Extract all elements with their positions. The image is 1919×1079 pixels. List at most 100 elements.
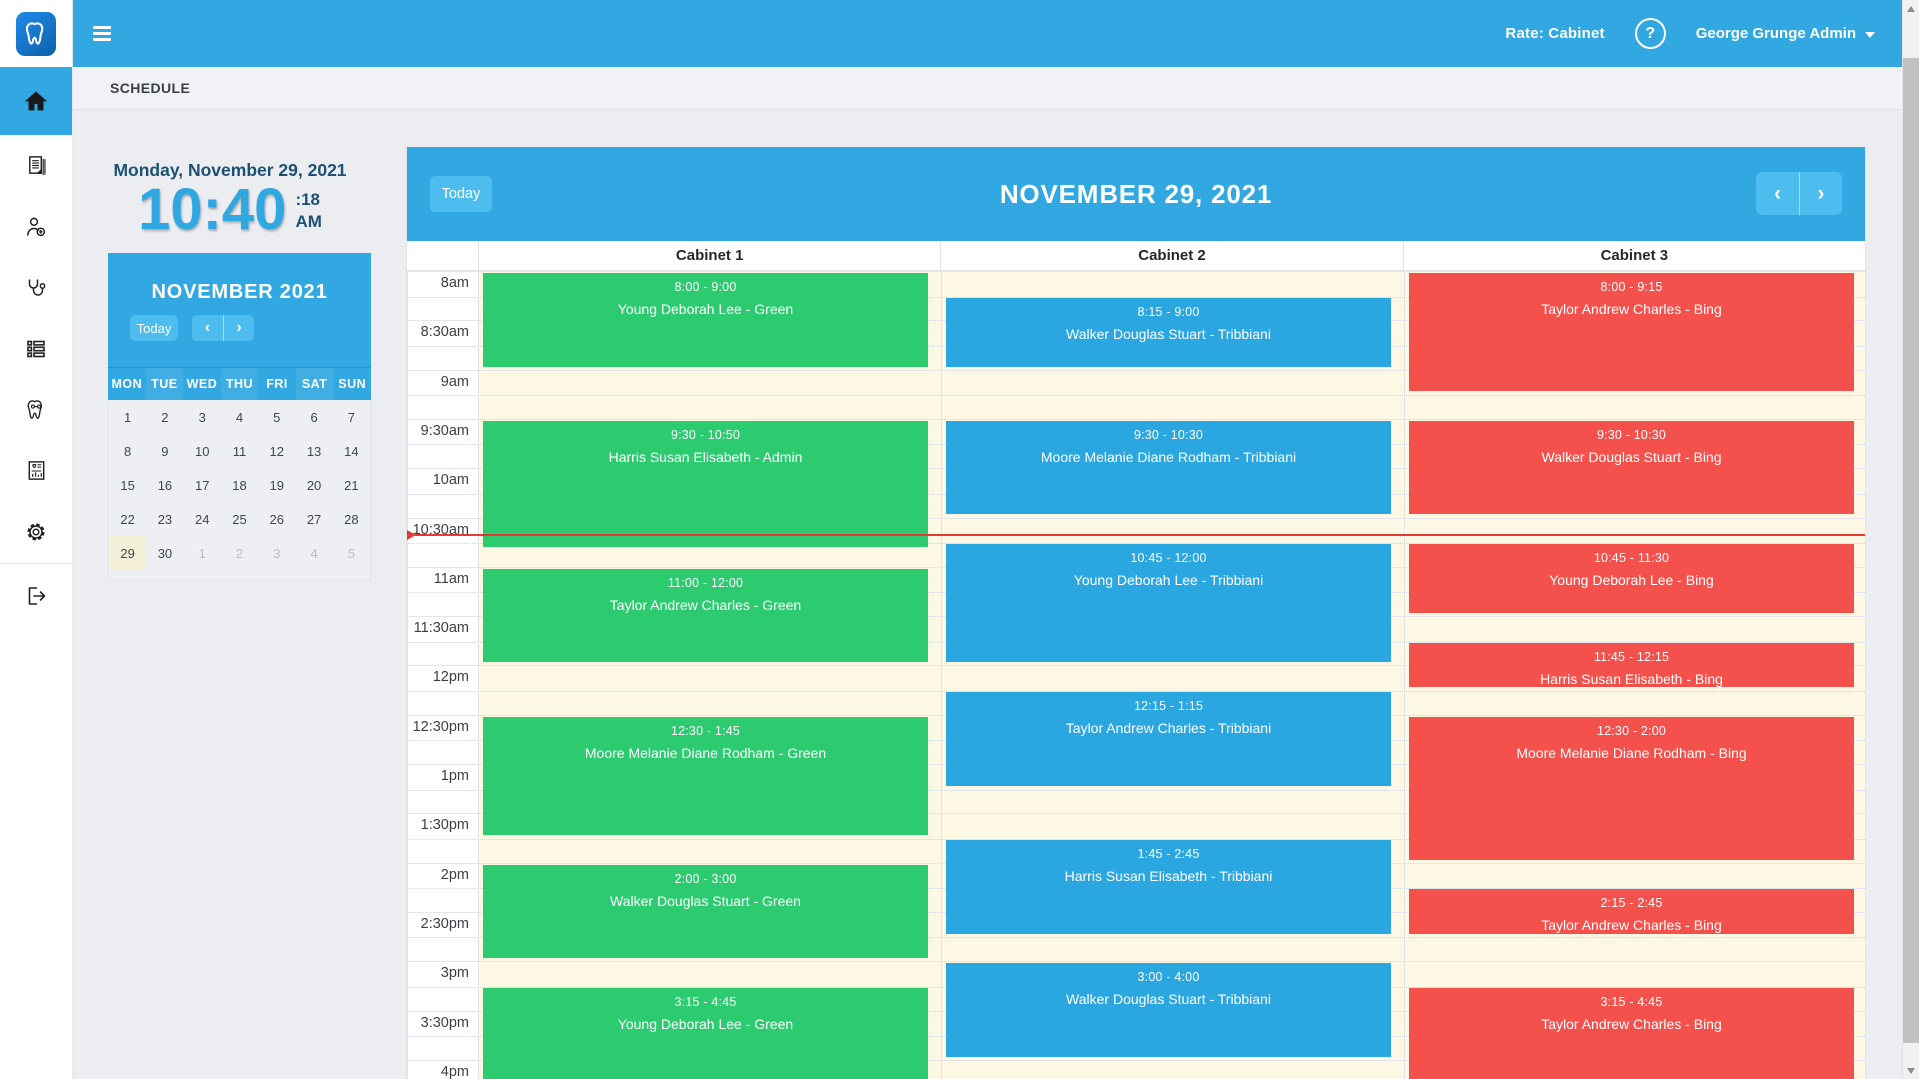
- mini-calendar-day[interactable]: 14: [344, 443, 359, 459]
- mini-calendar-day[interactable]: 30: [157, 545, 173, 561]
- mini-calendar-day[interactable]: 15: [120, 477, 135, 493]
- menu-icon[interactable]: [93, 0, 111, 67]
- appointment-event[interactable]: 8:00 - 9:00 Young Deborah Lee - Green: [483, 273, 928, 367]
- mini-calendar-day[interactable]: 1: [124, 409, 132, 425]
- appointment-event[interactable]: 12:30 - 2:00 Moore Melanie Diane Rodham -…: [1409, 716, 1854, 860]
- scrollbar-up-button[interactable]: [1903, 0, 1919, 17]
- page-title: SCHEDULE: [110, 80, 191, 96]
- scheduler-grid: 8am 8:30am 9am 9:30am 10am 10:30am 11am 11:30am…: [407, 271, 1865, 1079]
- appointment-event[interactable]: 2:15 - 2:45 Taylor Andrew Charles - Bing: [1409, 889, 1854, 934]
- mini-calendar-next-button[interactable]: ›: [223, 315, 254, 341]
- mini-calendar-day-headers: MON TUE WED THU FRI SAT SUN: [108, 367, 371, 400]
- sidebar-item-schedule-list[interactable]: [0, 318, 72, 379]
- mini-calendar-day[interactable]: 28: [344, 511, 359, 527]
- mini-calendar-today-button[interactable]: Today: [130, 315, 178, 341]
- gear-icon: [27, 523, 45, 540]
- cabinet-column[interactable]: [941, 271, 1404, 1079]
- mini-calendar-day[interactable]: 21: [344, 477, 359, 493]
- appointment-event[interactable]: 3:00 - 4:00 Walker Douglas Stuart - Tribb…: [946, 963, 1391, 1057]
- sidebar: [0, 0, 73, 1079]
- sidebar-item-logout[interactable]: [0, 565, 72, 626]
- appointment-event[interactable]: 10:45 - 12:00 Young Deborah Lee - Tribbia…: [946, 544, 1391, 663]
- user-menu[interactable]: George Grunge Admin: [1696, 25, 1875, 42]
- appointment-title: Walker Douglas Stuart - Green: [610, 892, 801, 909]
- mini-calendar-day[interactable]: 24: [194, 511, 210, 527]
- mini-calendar-day[interactable]: 23: [157, 511, 173, 527]
- time-gutter-header: [407, 241, 478, 270]
- report-icon: [28, 461, 44, 480]
- appointment-event[interactable]: 9:30 - 10:30 Moore Melanie Diane Rodham -…: [946, 420, 1391, 515]
- mini-calendar-day[interactable]: 3: [273, 545, 281, 561]
- mini-calendar-day[interactable]: 5: [273, 409, 281, 425]
- mini-calendar-day[interactable]: 16: [157, 477, 173, 493]
- clock-seconds: :18: [295, 190, 321, 209]
- appointment-event[interactable]: 1:45 - 2:45 Harris Susan Elisabeth - Trib…: [946, 839, 1391, 934]
- appointment-event[interactable]: 8:15 - 9:00 Walker Douglas Stuart - Tribb…: [946, 297, 1391, 367]
- time-label: 10:30am: [412, 521, 469, 538]
- appointment-time: 12:15 - 1:15: [1133, 699, 1204, 714]
- mini-calendar-day[interactable]: 22: [120, 511, 135, 527]
- time-label: 9:30am: [420, 422, 469, 439]
- mini-calendar-day[interactable]: 18: [232, 477, 247, 493]
- mini-calendar-day[interactable]: 20: [306, 477, 322, 493]
- mini-calendar-day[interactable]: 29: [109, 536, 147, 570]
- appointment-time: 3:15 - 4:45: [1600, 994, 1663, 1009]
- help-icon[interactable]: ?: [1634, 18, 1666, 49]
- mini-calendar-day[interactable]: 25: [232, 511, 247, 527]
- mini-calendar-day[interactable]: 13: [306, 443, 322, 459]
- appointment-time: 11:00 - 12:00: [667, 575, 744, 590]
- mini-calendar-day[interactable]: 4: [235, 409, 244, 425]
- column-border: [407, 271, 408, 1079]
- mini-calendar-day[interactable]: 4: [310, 545, 318, 561]
- appointment-event[interactable]: 11:00 - 12:00 Taylor Andrew Charles - Gre…: [483, 568, 928, 663]
- scheduler-next-button[interactable]: ›: [1799, 172, 1842, 215]
- mini-calendar-day[interactable]: 8: [124, 443, 132, 459]
- mini-calendar-day[interactable]: 11: [232, 443, 247, 459]
- sidebar-item-documents[interactable]: [0, 135, 72, 196]
- mini-calendar-day[interactable]: 6: [310, 409, 318, 425]
- mini-calendar-day[interactable]: 2: [235, 545, 244, 561]
- appointment-event[interactable]: 3:15 - 4:45 Taylor Andrew Charles - Bing: [1409, 987, 1854, 1079]
- sidebar-item-patients[interactable]: [0, 196, 72, 257]
- mini-calendar-day[interactable]: 17: [194, 477, 210, 493]
- mini-calendar-day[interactable]: 26: [269, 511, 285, 527]
- mini-calendar-day[interactable]: 27: [306, 511, 322, 527]
- scrollbar-down-button[interactable]: [1903, 1062, 1919, 1079]
- mini-calendar-day[interactable]: 5: [347, 545, 355, 561]
- clock-meridiem: AM: [295, 212, 322, 232]
- appointment-event[interactable]: 3:15 - 4:45 Young Deborah Lee - Green: [483, 987, 928, 1079]
- appointment-event[interactable]: 10:45 - 11:30 Young Deborah Lee - Bing: [1409, 544, 1854, 614]
- sidebar-item-doctors[interactable]: [0, 257, 72, 318]
- mini-calendar-day[interactable]: 19: [269, 477, 285, 493]
- appointment-title: Taylor Andrew Charles - Tribbiani: [1065, 720, 1272, 737]
- sidebar-item-settings[interactable]: [0, 501, 72, 562]
- mini-calendar-day[interactable]: 7: [347, 409, 355, 425]
- mini-calendar-day[interactable]: 12: [269, 443, 285, 459]
- sidebar-item-home[interactable]: [0, 67, 72, 135]
- scheduler-prev-button[interactable]: ‹: [1756, 172, 1799, 215]
- mini-calendar-day[interactable]: 10: [194, 443, 210, 459]
- appointment-event[interactable]: 12:30 - 1:45 Moore Melanie Diane Rodham -…: [483, 716, 928, 835]
- time-label: 8am: [440, 275, 469, 291]
- mini-calendar-prev-button[interactable]: ‹: [192, 315, 223, 341]
- time-label: 2pm: [440, 866, 469, 883]
- sidebar-item-dental[interactable]: [0, 379, 72, 440]
- appointment-event[interactable]: 12:15 - 1:15 Taylor Andrew Charles - Trib…: [946, 692, 1391, 786]
- appointment-event[interactable]: 8:00 - 9:15 Taylor Andrew Charles - Bing: [1409, 273, 1854, 392]
- time-slot-row: 1:30pm: [407, 813, 1865, 862]
- appointment-title: Moore Melanie Diane Rodham - Bing: [1516, 744, 1747, 761]
- appointment-event[interactable]: 2:00 - 3:00 Walker Douglas Stuart - Green: [483, 864, 928, 959]
- mini-calendar-day[interactable]: 1: [198, 545, 206, 561]
- mini-calendar-day[interactable]: 2: [161, 409, 169, 425]
- sidebar-item-reports[interactable]: [0, 440, 72, 501]
- quarter-hour-line: [407, 838, 1865, 840]
- appointment-event[interactable]: 9:30 - 10:30 Walker Douglas Stuart - Bing: [1409, 420, 1854, 515]
- appointment-event[interactable]: 9:30 - 10:50 Harris Susan Elisabeth - Adm…: [483, 420, 928, 548]
- scrollbar-thumb[interactable]: [1903, 58, 1919, 1043]
- appointment-event[interactable]: 11:45 - 12:15 Harris Susan Elisabeth - Bi…: [1409, 642, 1854, 688]
- mini-calendar-day[interactable]: 3: [198, 409, 206, 425]
- quarter-hour-line: [407, 296, 1865, 298]
- scheduler-today-button[interactable]: Today: [430, 176, 492, 212]
- quarter-hour-line: [407, 543, 1865, 545]
- mini-calendar-day[interactable]: 9: [161, 443, 169, 459]
